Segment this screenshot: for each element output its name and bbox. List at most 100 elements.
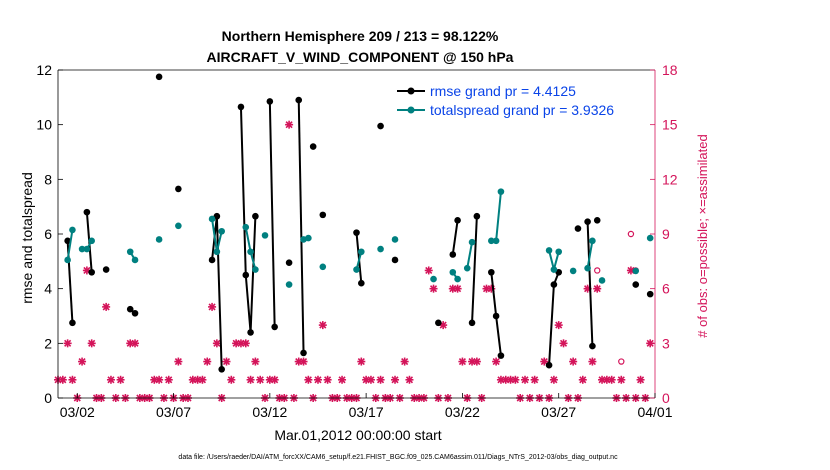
spread-line-segment (466, 242, 474, 269)
spread-point (488, 237, 495, 245)
spread-point (242, 223, 250, 231)
rmse-point (449, 251, 457, 258)
rmse-point (175, 185, 182, 193)
obs-assimilated-point (559, 339, 568, 348)
rmse-point (242, 271, 250, 279)
obs-assimilated-point (304, 375, 313, 384)
rmse-point (358, 279, 365, 287)
spread-line-segment (66, 229, 74, 261)
x-tick-label: 03/02 (60, 404, 95, 420)
obs-assimilated-point (636, 375, 645, 384)
rmse-point (435, 319, 442, 327)
rmse-point (155, 73, 163, 81)
rmse-point (247, 329, 254, 336)
obs-assimilated-point (131, 339, 140, 348)
y2-tick-label: 9 (662, 226, 670, 242)
spread-point (598, 277, 606, 284)
obs-assimilated-point (222, 357, 231, 366)
obs-assimilated-point (63, 339, 72, 348)
obs-assimilated-point (87, 339, 96, 348)
rmse-point (584, 218, 591, 225)
obs-assimilated-point (472, 357, 481, 366)
obs-assimilated-point (453, 284, 462, 293)
obs-assimilated-point (617, 375, 626, 384)
rmse-line-segment (586, 221, 594, 347)
rmse-point (309, 143, 317, 150)
spread-point (497, 188, 505, 195)
rmse-point (632, 281, 640, 288)
rmse-point (377, 122, 384, 130)
x-axis-label: Mar.01,2012 00:00:00 start (274, 427, 441, 443)
spread-point (83, 245, 91, 253)
obs-assimilated-point (593, 284, 602, 293)
spread-point (88, 237, 96, 245)
rmse-point (391, 256, 399, 264)
rmse-point (218, 366, 225, 373)
spread-point (468, 238, 476, 246)
data-file-note: data file: /Users/raeder/DAI/ATM_forcXX/… (178, 454, 618, 461)
y-tick-label: 2 (44, 335, 52, 351)
rmse-line-segment (297, 100, 305, 353)
spread-point (449, 268, 457, 276)
spread-point (353, 266, 360, 273)
x-tick-label: 03/07 (156, 404, 191, 420)
spread-point (319, 263, 327, 271)
spread-line-segment (586, 240, 594, 269)
spread-point (213, 248, 221, 256)
obs-assimilated-point (212, 339, 221, 348)
obs-assimilated-point (405, 375, 414, 384)
spread-point (454, 275, 461, 283)
obs-assimilated-point (246, 375, 255, 384)
rmse-point (646, 290, 654, 298)
rmse-point (208, 256, 216, 264)
obs-assimilated-point (323, 375, 332, 384)
chart-title: Northern Hemisphere 209 / 213 = 98.122% (222, 28, 499, 44)
obs-assimilated-point (106, 375, 115, 384)
obs-assimilated-point (318, 321, 327, 330)
obs-assimilated-point (366, 375, 375, 384)
obs-assimilated-point (521, 375, 530, 384)
obs-assimilated-point (82, 266, 91, 275)
axes-layer: 0 2 4 6 8 10 12 0 3 6 9 12 15 18 03/02 03/07 03/12 03/17 0… (36, 62, 677, 420)
y-tick-label: 0 (44, 390, 52, 406)
obs-assimilated-point (299, 357, 308, 366)
spread-point (64, 256, 71, 264)
rmse-point (266, 98, 274, 105)
spread-point (391, 236, 399, 243)
spread-point (218, 227, 225, 235)
spread-point (589, 237, 596, 245)
rmse-line-segment (471, 216, 478, 323)
spread-point (463, 264, 471, 272)
obs-possible-point (618, 358, 625, 365)
spread-point (261, 232, 269, 239)
rmse-point (497, 352, 505, 359)
y2-tick-label: 12 (662, 171, 678, 187)
rmse-point (213, 212, 221, 220)
spread-point (632, 267, 640, 275)
obs-assimilated-point (338, 375, 347, 384)
obs-assimilated-point (400, 357, 409, 366)
legend-box (392, 78, 650, 122)
spread-point (430, 275, 437, 283)
rmse-point (468, 319, 476, 327)
obs-assimilated-point (203, 357, 212, 366)
obs-assimilated-point (102, 302, 111, 311)
spread-point (208, 215, 216, 223)
rmse-point (295, 96, 303, 104)
legend: rmse grand pr = 4.4125 totalspread grand… (392, 78, 650, 122)
legend-spread-marker (407, 106, 415, 114)
y2-tick-label: 0 (662, 390, 670, 406)
rmse-point (492, 312, 500, 320)
obs-assimilated-point (155, 375, 164, 384)
rmse-point (545, 361, 553, 369)
rmse-point (589, 342, 596, 350)
y-tick-label: 6 (44, 226, 52, 242)
obs-assimilated-point (313, 375, 322, 384)
spread-point (155, 236, 163, 243)
y2-tick-label: 6 (662, 281, 670, 297)
obs-assimilated-point (208, 302, 217, 311)
x-tick-label: 03/12 (252, 404, 287, 420)
y-tick-label: 4 (44, 281, 52, 297)
spread-point (252, 266, 259, 273)
spread-point (555, 248, 563, 256)
